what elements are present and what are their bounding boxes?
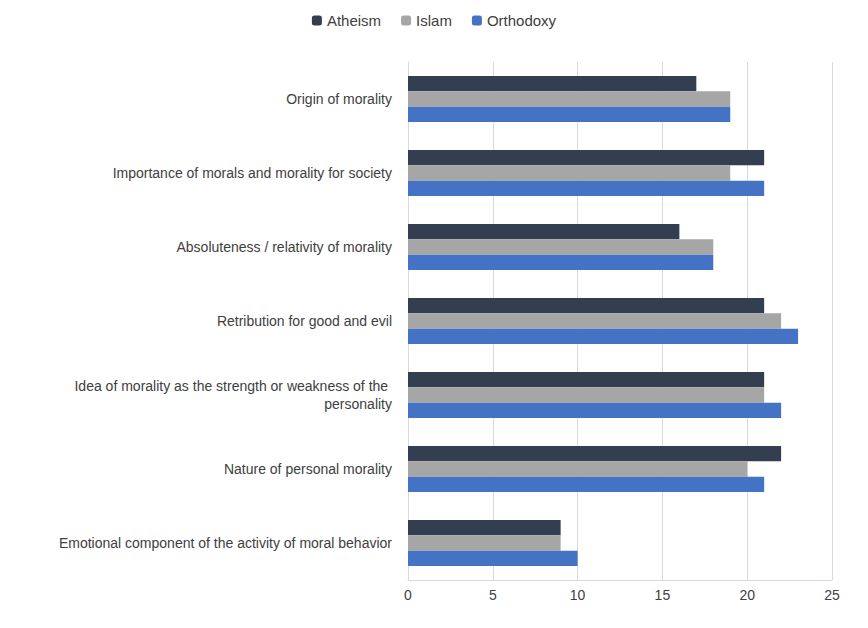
svg-text:Orthodoxy: Orthodoxy <box>487 12 557 29</box>
svg-text:0: 0 <box>404 587 412 603</box>
svg-text:5: 5 <box>489 587 497 603</box>
svg-text:Absoluteness / relativity of m: Absoluteness / relativity of morality <box>176 239 392 255</box>
svg-text:25: 25 <box>824 587 840 603</box>
svg-text:Islam: Islam <box>416 12 452 29</box>
svg-text:Origin of morality: Origin of morality <box>286 91 392 107</box>
svg-text:Emotional component of the act: Emotional component of the activity of m… <box>59 535 392 551</box>
svg-text:10: 10 <box>570 587 586 603</box>
svg-text:15: 15 <box>655 587 671 603</box>
svg-text:Nature of personal morality: Nature of personal morality <box>224 461 392 477</box>
svg-text:20: 20 <box>739 587 755 603</box>
svg-text:Retribution for good and evil: Retribution for good and evil <box>217 313 392 329</box>
svg-text:personality: personality <box>324 396 392 412</box>
svg-text:Importance of morals and moral: Importance of morals and morality for so… <box>113 165 392 181</box>
svg-text:Idea of morality as the streng: Idea of morality as the strength or weak… <box>74 378 392 394</box>
svg-text:Atheism: Atheism <box>327 12 381 29</box>
